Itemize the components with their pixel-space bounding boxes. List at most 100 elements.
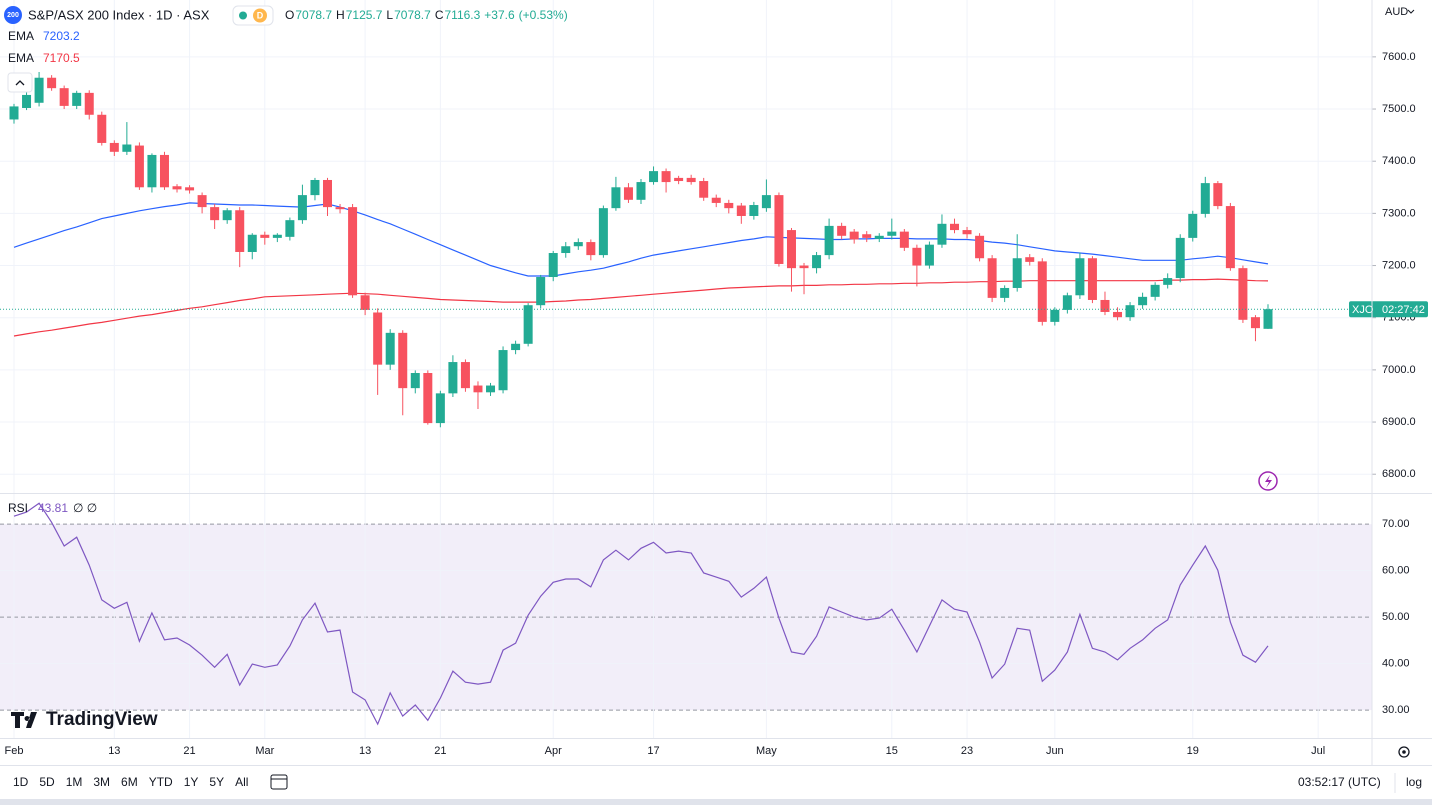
legend-name: EMA <box>8 29 34 43</box>
candle-body <box>498 350 508 391</box>
currency[interactable]: AUD <box>1385 6 1408 18</box>
currency-caret <box>1407 9 1415 14</box>
candle-body <box>1050 309 1060 322</box>
candle-body <box>1075 258 1085 296</box>
x-tick-label: 21 <box>183 745 195 757</box>
range-button[interactable]: 5Y <box>209 775 224 789</box>
candle-body <box>950 223 959 231</box>
x-tick-label: 23 <box>961 745 973 757</box>
candle-body <box>761 195 771 209</box>
candle-body <box>197 195 207 208</box>
candle-body <box>661 171 671 183</box>
candle-body <box>686 177 696 183</box>
candle-body <box>398 332 408 389</box>
candle-body <box>97 114 107 143</box>
candle-body <box>1125 305 1135 318</box>
y-tick-label: 7600.0 <box>1382 51 1416 63</box>
rsi-tick-label: 30.00 <box>1382 704 1410 716</box>
clock[interactable]: 03:52:17 (UTC) <box>1298 775 1381 789</box>
labels: 6800.06900.07000.07100.07200.07300.07400… <box>0 51 1428 757</box>
candle-body <box>1188 213 1198 238</box>
x-tick-label: 13 <box>359 745 371 757</box>
y-tick-label: 7400.0 <box>1382 155 1416 167</box>
ema-line <box>13 202 1269 277</box>
log-toggle[interactable]: log <box>1406 775 1422 789</box>
candle-body <box>536 277 546 306</box>
range-button[interactable]: 1M <box>66 775 83 789</box>
x-tick-label: Apr <box>545 745 562 757</box>
candle-body <box>448 362 458 394</box>
candle-body <box>147 154 157 188</box>
candle-body <box>9 106 19 120</box>
candle-body <box>812 255 822 269</box>
delay-badge <box>253 8 267 23</box>
candle-body <box>222 210 232 221</box>
y-tick-label: 6800.0 <box>1382 468 1416 480</box>
goto-date-icon[interactable] <box>270 774 288 790</box>
range-button[interactable]: 3M <box>93 775 110 789</box>
candle-body <box>623 187 633 200</box>
x-tick-label: Feb <box>5 745 24 757</box>
range-button[interactable]: 5D <box>39 775 55 789</box>
ohlc-value: 7078.7 <box>295 8 332 22</box>
countdown: 02:27:42 <box>1382 304 1425 316</box>
range-button[interactable]: YTD <box>149 775 173 789</box>
x-tick-label: 21 <box>434 745 446 757</box>
y-tick-label: 7000.0 <box>1382 364 1416 376</box>
candle-body <box>724 202 734 209</box>
candle-body <box>360 295 370 310</box>
candle-body <box>874 235 884 239</box>
candle-body <box>310 179 320 196</box>
x-tick-label: 19 <box>1187 745 1199 757</box>
candle-body <box>849 231 859 240</box>
candle-body <box>335 207 345 210</box>
ema-legend: EMA 7203.2 EMA 7170.5 <box>8 29 80 65</box>
range-button[interactable]: All <box>235 775 248 789</box>
candle-body <box>586 242 596 256</box>
ohlc-value: 7125.7 <box>346 8 383 22</box>
candle-body <box>774 195 784 264</box>
candle-body <box>987 258 997 298</box>
rsi-extra: ∅ ∅ <box>73 501 97 515</box>
candle-body <box>1113 311 1123 318</box>
rsi-tick-label: 50.00 <box>1382 611 1410 623</box>
range-button[interactable]: 6M <box>121 775 138 789</box>
candle-body <box>912 247 922 266</box>
tv-logo-text: TradingView <box>46 709 158 730</box>
candle-body <box>423 373 433 424</box>
ohlc-key: H <box>336 8 345 22</box>
candle-body <box>185 187 195 191</box>
ema-line <box>13 278 1269 337</box>
candle-body <box>786 230 796 269</box>
candle-body <box>799 265 809 269</box>
settings-icon[interactable] <box>1398 746 1410 758</box>
collapse-button[interactable] <box>7 72 33 93</box>
candle-body <box>899 231 909 248</box>
ohlc-legend: O 7078.7 H 7125.7 L 7078.7 C 7116.3 +37.6 (+0.53%… <box>285 8 568 22</box>
ohlc-key: C <box>435 8 444 22</box>
x-tick-label: Jun <box>1046 745 1064 757</box>
candle-body <box>699 181 709 198</box>
range-button[interactable]: 1D <box>13 775 29 789</box>
candle-body <box>435 393 445 424</box>
price-pane <box>9 71 1273 428</box>
candle-body <box>122 144 132 152</box>
rsi-tick-label: 70.00 <box>1382 518 1410 530</box>
candle-body <box>210 207 220 221</box>
rsi-line <box>13 502 1269 726</box>
candle-body <box>937 223 947 245</box>
candle-body <box>47 77 57 89</box>
candle-body <box>523 305 533 344</box>
candle-body <box>1000 287 1010 298</box>
candle-body <box>134 145 144 188</box>
candle-body <box>711 197 721 203</box>
ohlc-key: O <box>285 8 294 22</box>
candle-body <box>1163 278 1173 285</box>
rsi-tick-label: 60.00 <box>1382 565 1410 577</box>
candle-body <box>736 205 746 216</box>
symbol-logo <box>4 6 22 24</box>
range-button[interactable]: 1Y <box>184 775 199 789</box>
rsi-pane <box>13 502 1269 726</box>
candle-body <box>109 142 119 152</box>
symbol-badge: 200 <box>7 12 19 19</box>
